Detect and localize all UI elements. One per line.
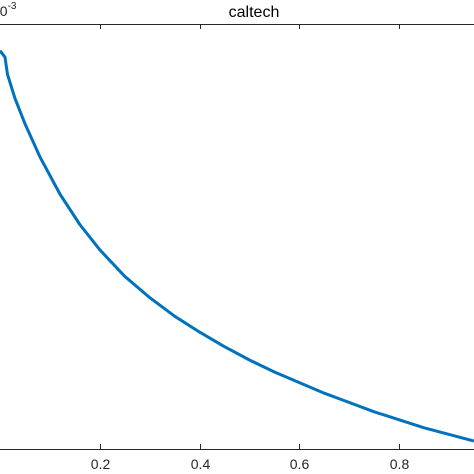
x-tick-label: 0.8 — [390, 456, 410, 472]
y-exponent-label: 10-3 — [0, 1, 17, 19]
series-line — [0, 49, 474, 443]
chart-title: caltech — [229, 4, 280, 21]
x-tick-label: 0.2 — [91, 456, 111, 472]
y-exponent-base: 10 — [0, 3, 8, 19]
x-tick-label: 0.6 — [290, 456, 310, 472]
series-layer — [0, 49, 474, 443]
x-tick-label: 0.4 — [191, 456, 211, 472]
y-exponent-power: -3 — [8, 1, 17, 12]
x-ticks: 0.2 0.4 0.6 0.8 — [91, 24, 410, 472]
axes-frame — [0, 24, 474, 450]
